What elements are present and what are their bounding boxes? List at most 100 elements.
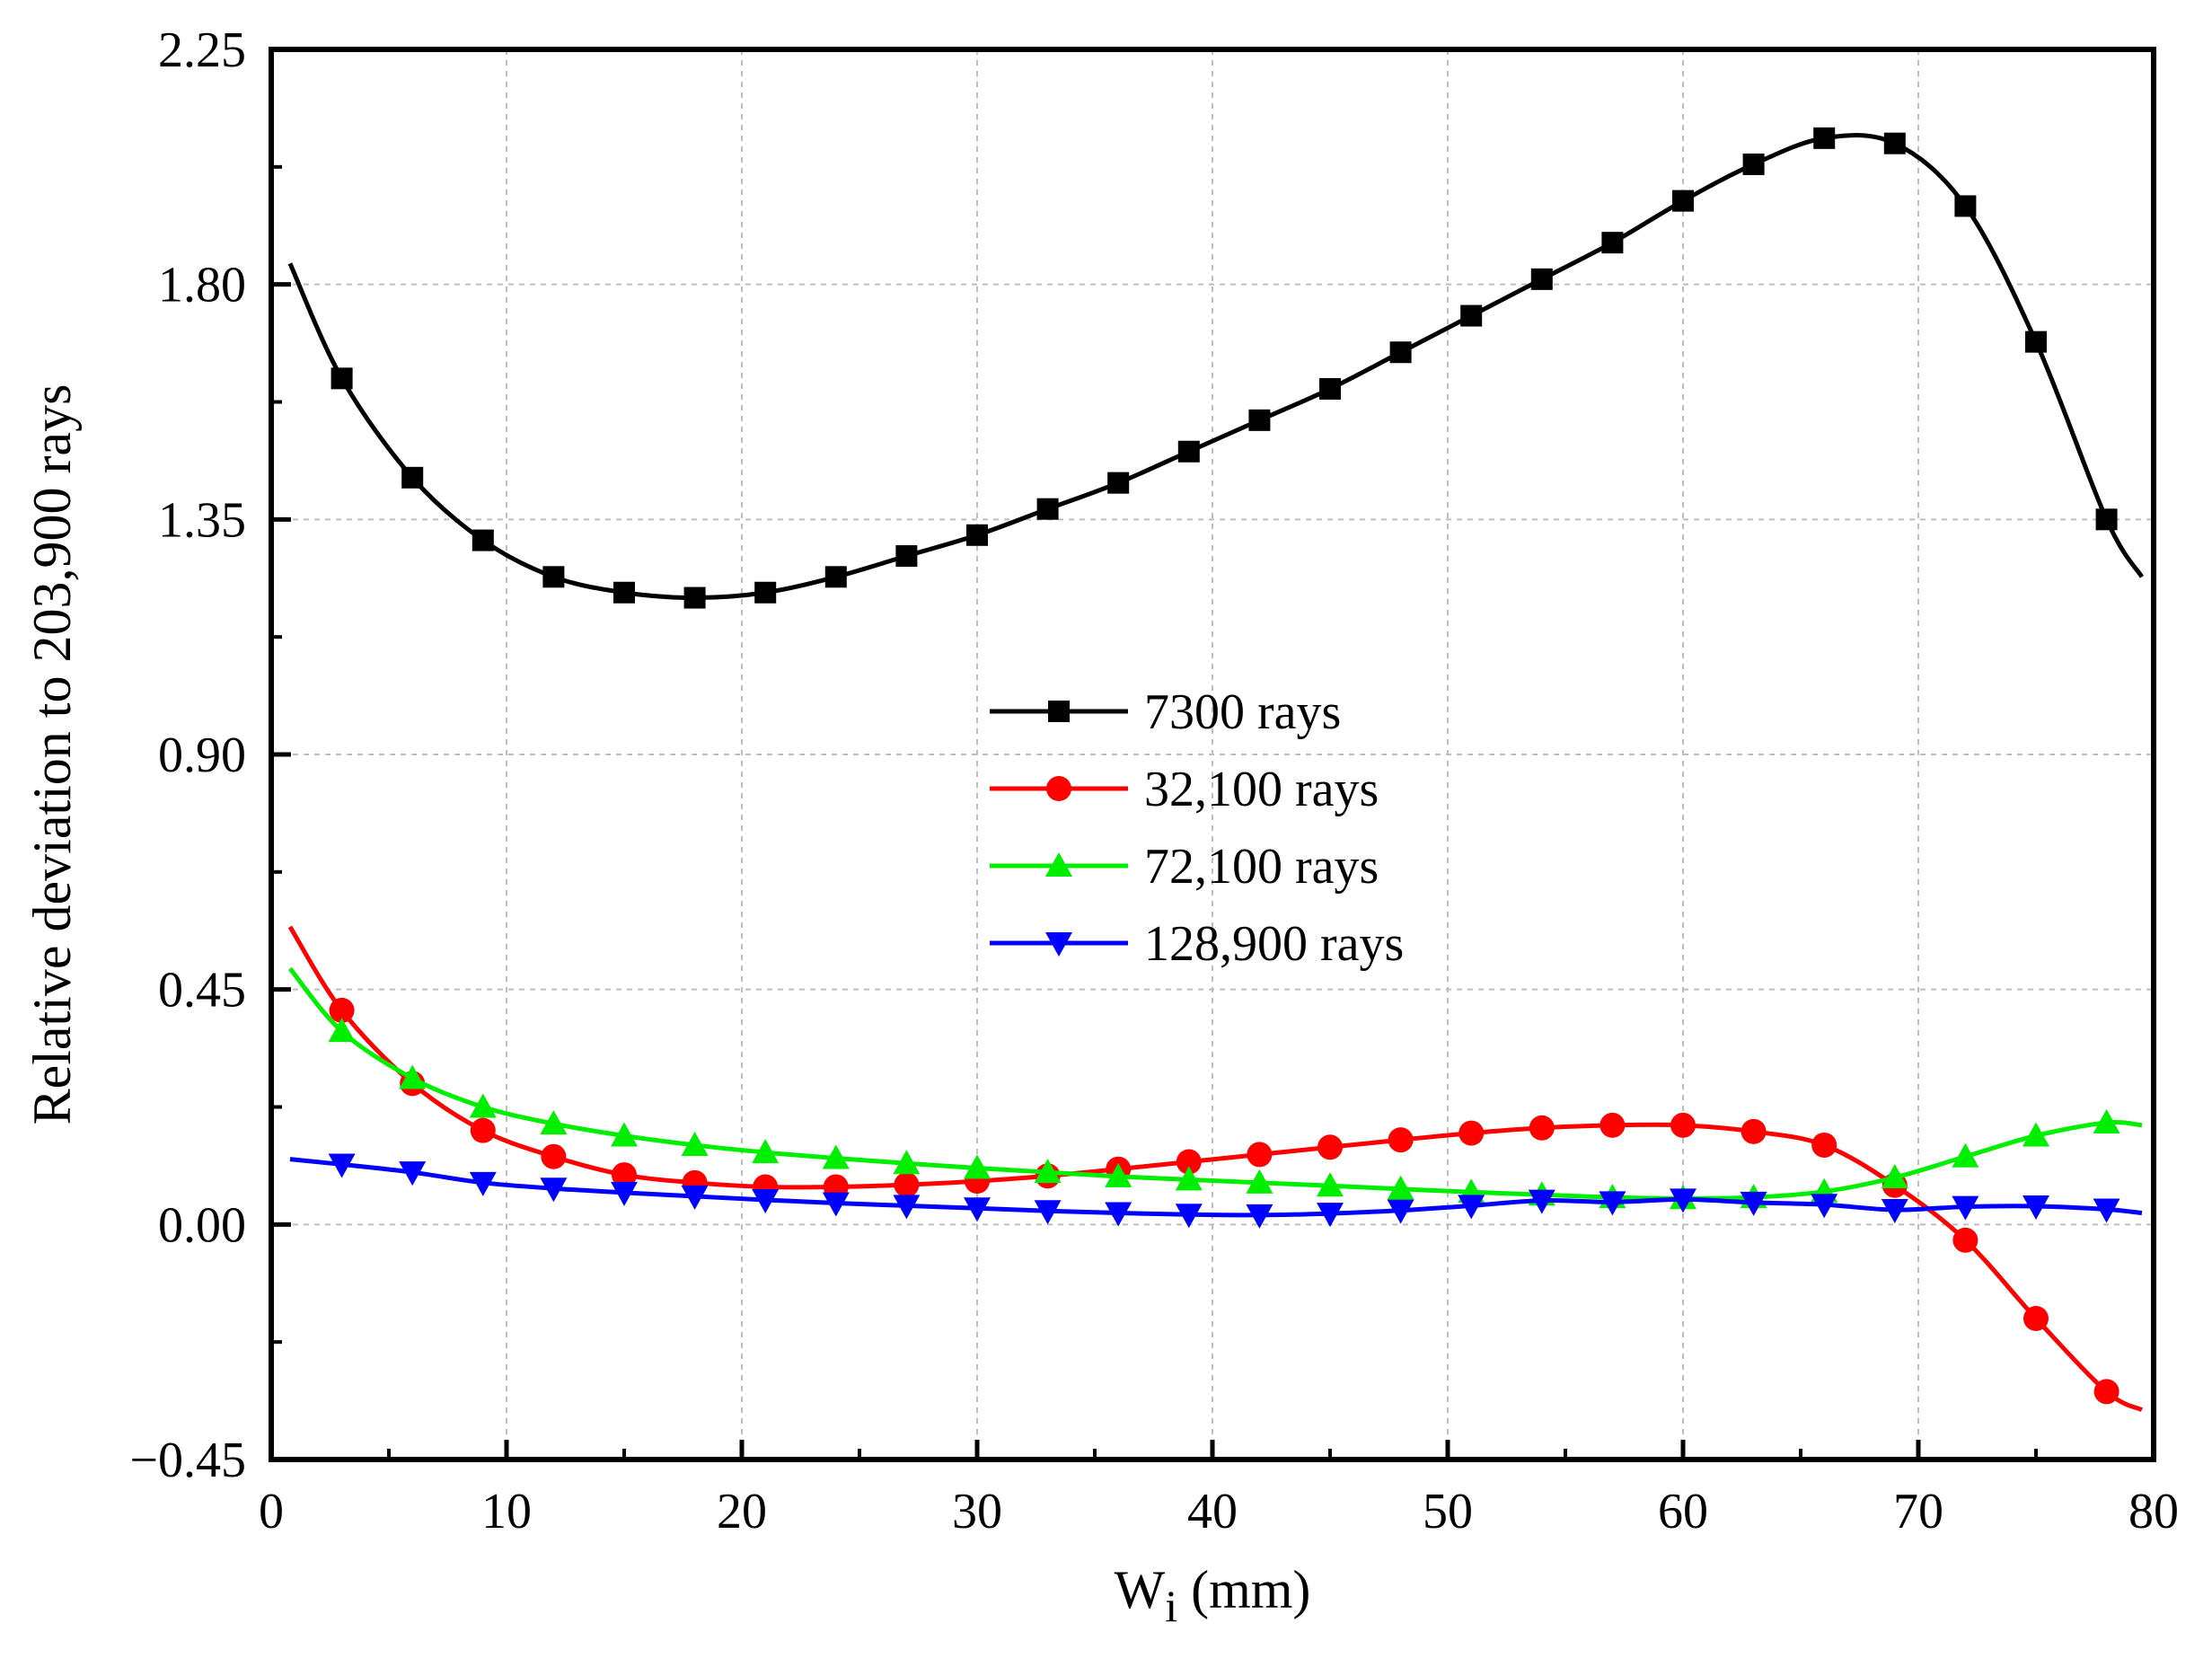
data-point — [1319, 377, 1341, 400]
data-point — [1811, 1194, 1838, 1219]
x-axis-title-unit: (mm) — [1177, 1560, 1310, 1619]
y-tick-label: 0.00 — [158, 1197, 246, 1253]
data-point — [1952, 1227, 1978, 1253]
data-point — [612, 1162, 637, 1188]
data-point — [1459, 1120, 1485, 1146]
data-point — [1318, 1134, 1343, 1160]
x-tick-label: 40 — [1187, 1484, 1238, 1539]
data-point — [328, 1153, 356, 1178]
data-point — [1387, 1175, 1414, 1200]
series-layer — [287, 127, 2145, 1413]
data-point — [1246, 1169, 1273, 1194]
data-point — [1813, 127, 1836, 149]
legend-label: 128,900 rays — [1144, 916, 1404, 972]
data-point — [893, 1150, 921, 1175]
data-point — [2023, 1306, 2049, 1331]
data-point — [752, 1189, 780, 1214]
data-point — [2023, 1122, 2049, 1147]
series-line — [289, 1157, 2143, 1218]
data-point — [1388, 1127, 1414, 1153]
legend-label: 72,100 rays — [1144, 839, 1379, 895]
legend-marker — [1046, 776, 1071, 801]
data-point — [824, 566, 847, 588]
legend-marker — [1045, 852, 1072, 877]
data-point — [1317, 1172, 1344, 1197]
data-point — [1246, 1204, 1273, 1229]
x-tick-label: 10 — [481, 1484, 532, 1539]
legend-entry: 128,900 rays — [990, 916, 1404, 972]
data-point — [401, 466, 424, 489]
data-point — [540, 1177, 568, 1203]
data-point — [1881, 1199, 1908, 1224]
x-tick-label: 50 — [1423, 1484, 1473, 1539]
data-point — [1458, 1195, 1485, 1220]
y-axis-title: Relative deviation to 203,900 rays — [22, 384, 82, 1125]
data-point — [964, 1154, 991, 1179]
data-point — [1317, 1203, 1344, 1228]
series-2 — [287, 925, 2144, 1413]
series-3 — [288, 966, 2143, 1210]
data-point — [469, 1093, 497, 1118]
data-point — [893, 1195, 921, 1220]
data-point — [1883, 132, 1906, 154]
data-point — [1530, 268, 1553, 290]
data-point — [1670, 1188, 1696, 1213]
data-point — [2095, 508, 2118, 531]
data-point — [1601, 232, 1624, 254]
data-point — [399, 1161, 427, 1186]
y-tick-label: 2.25 — [158, 22, 246, 78]
data-point — [1740, 1191, 1767, 1216]
tick-labels: 0 10 20 30 40 50 60 70 80 −0.45 0.00 0.45 0.90 1.35 1.… — [129, 22, 2179, 1539]
x-tick-label: 20 — [717, 1484, 767, 1539]
data-point — [1387, 1199, 1414, 1224]
x-tick-label: 70 — [1893, 1484, 1943, 1539]
data-point — [1741, 1118, 1767, 1144]
data-point — [1528, 1189, 1555, 1214]
data-point — [330, 367, 353, 390]
series-1 — [287, 127, 2145, 609]
series-4 — [289, 1153, 2143, 1229]
y-tick-label: −0.45 — [129, 1433, 246, 1488]
axis-ticks — [269, 47, 2156, 1462]
data-point — [1742, 153, 1765, 175]
data-point — [681, 1131, 709, 1156]
grid-lines — [271, 49, 2154, 1460]
legend-entry: 72,100 rays — [990, 839, 1379, 895]
data-point — [1670, 1112, 1696, 1138]
data-point — [822, 1144, 850, 1169]
data-point — [1460, 304, 1483, 327]
data-point — [1954, 195, 1977, 217]
legend-label: 32,100 rays — [1144, 762, 1379, 817]
data-point — [681, 1185, 709, 1210]
data-point — [1034, 1159, 1062, 1184]
series-line — [287, 925, 2144, 1413]
data-point — [1034, 1200, 1062, 1225]
legend-marker — [1048, 701, 1070, 722]
data-point — [1811, 1132, 1837, 1158]
data-point — [822, 1192, 850, 1217]
data-point — [1176, 1149, 1202, 1175]
data-point — [2093, 1198, 2120, 1223]
data-point — [754, 581, 777, 604]
series-line — [288, 966, 2143, 1201]
data-point — [611, 1122, 638, 1147]
data-point — [471, 529, 494, 551]
data-point — [329, 997, 355, 1023]
x-tick-label: 30 — [952, 1484, 1002, 1539]
legend-entry: 32,100 rays — [990, 762, 1379, 817]
data-point — [1247, 1142, 1273, 1168]
data-point — [895, 545, 918, 568]
legend-entry: 7300 rays — [990, 684, 1341, 740]
data-point — [1248, 409, 1271, 431]
data-point — [1952, 1142, 1979, 1168]
data-point — [1175, 1166, 1203, 1191]
data-point — [1600, 1112, 1626, 1138]
data-point — [399, 1064, 427, 1089]
data-point — [1036, 498, 1059, 520]
data-point — [611, 1181, 638, 1206]
legend-marker — [1045, 932, 1072, 957]
y-tick-label: 0.90 — [158, 728, 246, 783]
data-point — [1105, 1162, 1132, 1187]
x-axis-title-main: W — [1115, 1560, 1166, 1619]
